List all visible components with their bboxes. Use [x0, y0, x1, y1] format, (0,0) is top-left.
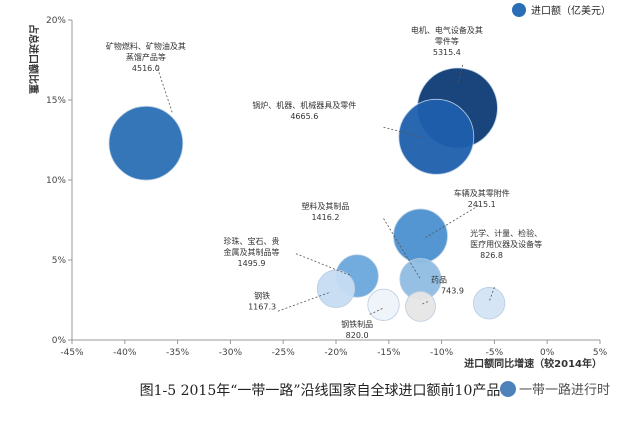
bubble-value-label: 4665.6 [290, 112, 318, 121]
bubble-value-label: 1495.9 [238, 259, 266, 268]
legend-marker [512, 3, 526, 17]
bubble-value-label: 5315.4 [433, 48, 461, 57]
bubble-label: 金属及其制品等 [224, 247, 280, 257]
y-axis-title: 占总进口额比重 [27, 24, 40, 94]
y-tick-label: 20% [46, 16, 66, 26]
leader-line [383, 126, 426, 139]
watermark-text: 一带一路进行时 [519, 383, 611, 398]
bubble-value-label: 1416.2 [311, 213, 339, 222]
bubble-label: 锅炉、机器、机械器具及零件 [252, 100, 356, 110]
legend-label: 进口额（亿美元） [531, 4, 611, 17]
x-tick-label: -20% [324, 348, 348, 358]
bubble-label: 塑料及其制品 [301, 201, 349, 211]
x-tick-label: -10% [430, 348, 454, 358]
x-tick-label: -30% [219, 348, 243, 358]
y-tick-label: 10% [46, 176, 66, 186]
bubble-label: 矿物燃料、矿物油及其 [106, 41, 186, 51]
x-tick-label: 5% [593, 348, 608, 358]
bubble-point [472, 287, 506, 320]
leader-line [457, 64, 464, 85]
x-tick-label: -25% [272, 348, 296, 358]
bubble-point [398, 98, 475, 175]
bubble-value-label: 820.0 [346, 331, 369, 340]
bubble-label: 蒸馏产品等 [126, 52, 166, 62]
wechat-logo-icon [500, 381, 516, 397]
bubble-label: 药品 [431, 274, 447, 284]
y-tick-label: 5% [52, 256, 67, 266]
leader-line [369, 307, 384, 315]
y-tick-label: 15% [46, 96, 66, 106]
bubble-point [108, 105, 184, 181]
bubble-value-label: 743.9 [441, 286, 464, 295]
leader-line [488, 287, 495, 302]
bubble-label: 车辆及其零附件 [454, 188, 510, 198]
x-tick-label: 0% [540, 348, 555, 358]
y-tick-label: 0% [52, 336, 67, 346]
bubble-point [316, 269, 356, 308]
leader-line [277, 291, 331, 312]
bubble-value-label: 1167.3 [248, 302, 276, 311]
x-tick-label: -5% [486, 348, 504, 358]
bubble-value-label: 826.8 [480, 251, 503, 260]
bubble-point [393, 208, 448, 264]
leader-line [156, 64, 173, 113]
bubble-value-label: 4516.0 [132, 64, 160, 73]
x-tick-label: -45% [60, 348, 84, 358]
bubble-label: 钢铁 [254, 290, 270, 300]
leader-line [420, 301, 429, 306]
x-axis-title: 进口额同比增速（较2014年） [464, 357, 602, 370]
x-tick-label: -35% [166, 348, 190, 358]
bubble-point [367, 288, 400, 321]
bubble-label: 医疗用仪器及设备等 [470, 239, 542, 249]
bubble-label: 零件等 [435, 36, 459, 46]
bubble-point [405, 291, 436, 322]
x-tick-label: -15% [377, 348, 401, 358]
bubble-label: 电机、电气设备及其 [411, 25, 483, 35]
bubble-value-label: 2415.1 [468, 200, 496, 209]
figure-caption: 图1-5 2015年“一带一路”沿线国家自全球进口额前10产品 [139, 383, 501, 399]
bubble-label: 光学、计量、检验、 [470, 228, 542, 238]
watermark: 一带一路进行时 [500, 379, 610, 398]
bubble-label: 珍珠、宝石、贵 [224, 236, 280, 246]
x-tick-label: -40% [113, 348, 137, 358]
bubble-label: 钢铁制品 [341, 319, 373, 329]
